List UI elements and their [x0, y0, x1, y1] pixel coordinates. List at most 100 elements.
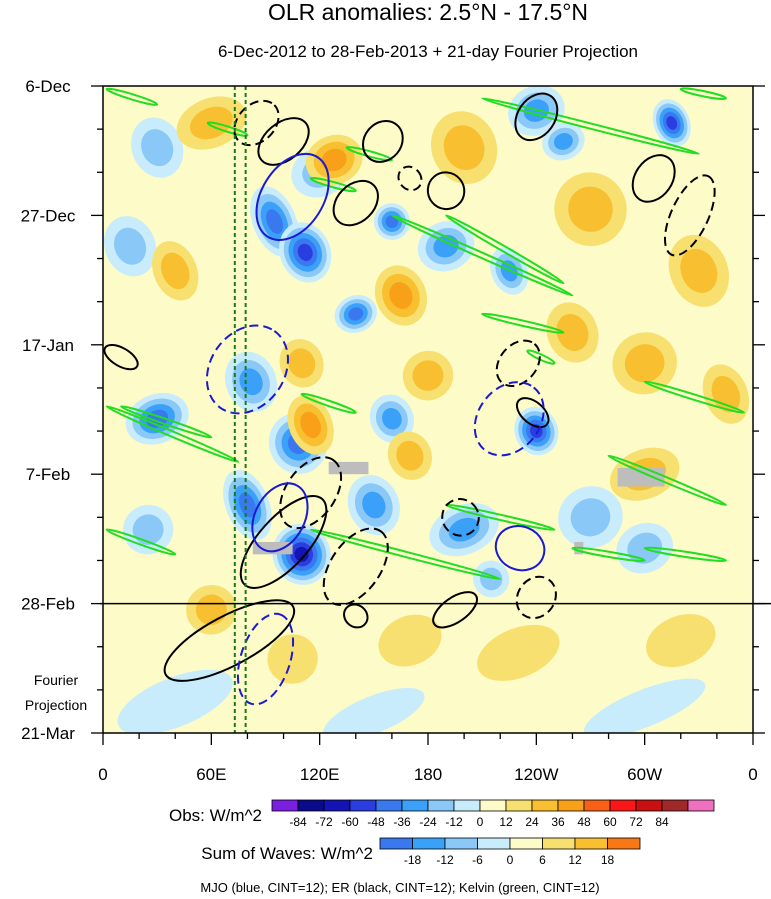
anomaly-patch: [553, 133, 573, 150]
mjo-contour-positive: [494, 525, 546, 572]
mjo-contour-negative: [236, 612, 295, 706]
anomaly-patch: [382, 407, 402, 430]
anomaly-patch: [568, 186, 613, 232]
anomaly-patch: [584, 678, 706, 733]
colorbar-swatch: [609, 799, 637, 812]
anomaly-patch: [389, 282, 413, 309]
anomaly-patch: [294, 546, 309, 562]
er-contour-positive: [343, 603, 369, 629]
anomaly-patch: [117, 669, 233, 733]
colorbar-swatch: [509, 837, 543, 850]
colorbar-swatch: [379, 837, 413, 850]
colorbar-swatch: [427, 799, 455, 812]
anomaly-patch: [624, 344, 665, 383]
colorbar-swatch: [453, 799, 481, 812]
colorbar-tick-label: 18: [601, 853, 615, 867]
anomaly-patch: [288, 348, 316, 379]
anomaly-patch: [141, 129, 174, 167]
colorbar-tick-label: -60: [341, 815, 359, 829]
mjo-contour-negative: [473, 381, 545, 457]
colorbar-swatch: [444, 837, 478, 850]
kelvin-contour: [390, 214, 574, 297]
missing-data-box: [328, 461, 369, 475]
obs-colorbar: -84 -72 -60 -48 -36 -24 -12 0 12 24 36 48 60 72 84: [271, 799, 715, 829]
projection-label-line1: Fourier: [34, 672, 79, 688]
x-tick-label: 120E: [300, 765, 340, 784]
kelvin-contour: [345, 146, 393, 162]
mjo-contours: [205, 152, 546, 706]
mjo-contour-negative: [205, 324, 289, 415]
anomaly-patch: [556, 313, 589, 351]
mjo-contour-positive: [255, 152, 330, 241]
kelvin-contour: [445, 214, 565, 285]
anomaly-patch: [396, 440, 424, 471]
anomaly-patch: [646, 614, 716, 668]
anomaly-patch: [570, 498, 611, 537]
anomaly-patch: [266, 209, 284, 234]
plot-area: [103, 86, 753, 733]
anomaly-patch: [132, 514, 164, 545]
colorbar-swatch: [531, 799, 559, 812]
colorbar-tick-label: -12: [445, 815, 463, 829]
colorbar-tick-label: -24: [419, 815, 437, 829]
x-tick-label: 120W: [514, 765, 558, 784]
er-contour-positive: [103, 344, 139, 371]
colorbar-swatch: [271, 799, 299, 812]
anomaly-patch: [412, 360, 444, 391]
y-tick-label: 21-Mar: [21, 724, 75, 743]
kelvin-contour: [571, 546, 646, 562]
colorbar-swatch: [412, 837, 446, 850]
colorbar-swatch: [607, 837, 641, 850]
kelvin-contour: [309, 528, 502, 581]
colorbar-swatch: [574, 837, 608, 850]
kelvin-contour: [481, 312, 565, 334]
colorbar-swatch: [297, 799, 325, 812]
y-tick-label: 17-Jan: [22, 336, 74, 355]
anomaly-patch: [300, 411, 321, 439]
kelvin-contour: [105, 405, 240, 463]
colorbar-tick-label: -48: [367, 815, 385, 829]
colorbar-tick-label: 60: [603, 815, 617, 829]
anomaly-patch: [378, 614, 442, 667]
y-tick-label: 27-Dec: [21, 206, 76, 225]
anomaly-patch: [321, 148, 347, 172]
er-contour-negative: [279, 456, 343, 530]
er-contour-negative: [397, 165, 423, 192]
colorbar-tick-label: -84: [289, 815, 307, 829]
x-tick-label: 0: [748, 765, 757, 784]
er-contour-positive: [515, 397, 550, 429]
colorbar-swatch: [635, 799, 663, 812]
colorbar-tick-label: 72: [629, 815, 643, 829]
colorbar-tick-label: 12: [568, 853, 582, 867]
kelvin-contour: [481, 97, 700, 155]
obs-colorbar-label: Obs: W/m^2: [169, 806, 262, 825]
colorbar-tick-label: 0: [507, 853, 514, 867]
kelvin-contour: [300, 392, 357, 414]
x-tick-label: 60E: [196, 765, 226, 784]
missing-data-box: [252, 541, 293, 555]
anomaly-patch: [443, 125, 485, 171]
x-tick-label: 180: [414, 765, 442, 784]
er-contour-positive: [426, 171, 466, 211]
colorbar-tick-label: 12: [499, 815, 513, 829]
chart-subtitle: 6-Dec-2012 to 28-Feb-2013 + 21-day Fouri…: [218, 42, 638, 61]
chart-title: OLR anomalies: 2.5°N - 17.5°N: [268, 0, 588, 25]
er-contour-negative: [441, 498, 480, 537]
er-contour-negative: [663, 174, 716, 257]
colorbar-swatch: [661, 799, 689, 812]
kelvin-contour: [105, 528, 177, 556]
anomaly-patch: [297, 243, 313, 261]
waves-colorbar: -18 -12 -6 0 6 12 18: [379, 837, 641, 867]
reference-longitude-lines: [233, 86, 247, 733]
projection-label-line2: Projection: [25, 697, 87, 713]
colorbar-tick-label: 24: [525, 815, 539, 829]
colorbar-swatch: [557, 799, 585, 812]
colorbar-swatch: [583, 799, 611, 812]
colorbar-swatch: [479, 799, 507, 812]
anomaly-patch: [114, 227, 147, 265]
er-contour-positive: [163, 599, 296, 682]
colorbar-swatch: [375, 799, 403, 812]
colorbar-tick-label: 6: [539, 853, 546, 867]
colorbar-tick-label: -72: [315, 815, 333, 829]
colorbar-swatch: [687, 799, 715, 812]
